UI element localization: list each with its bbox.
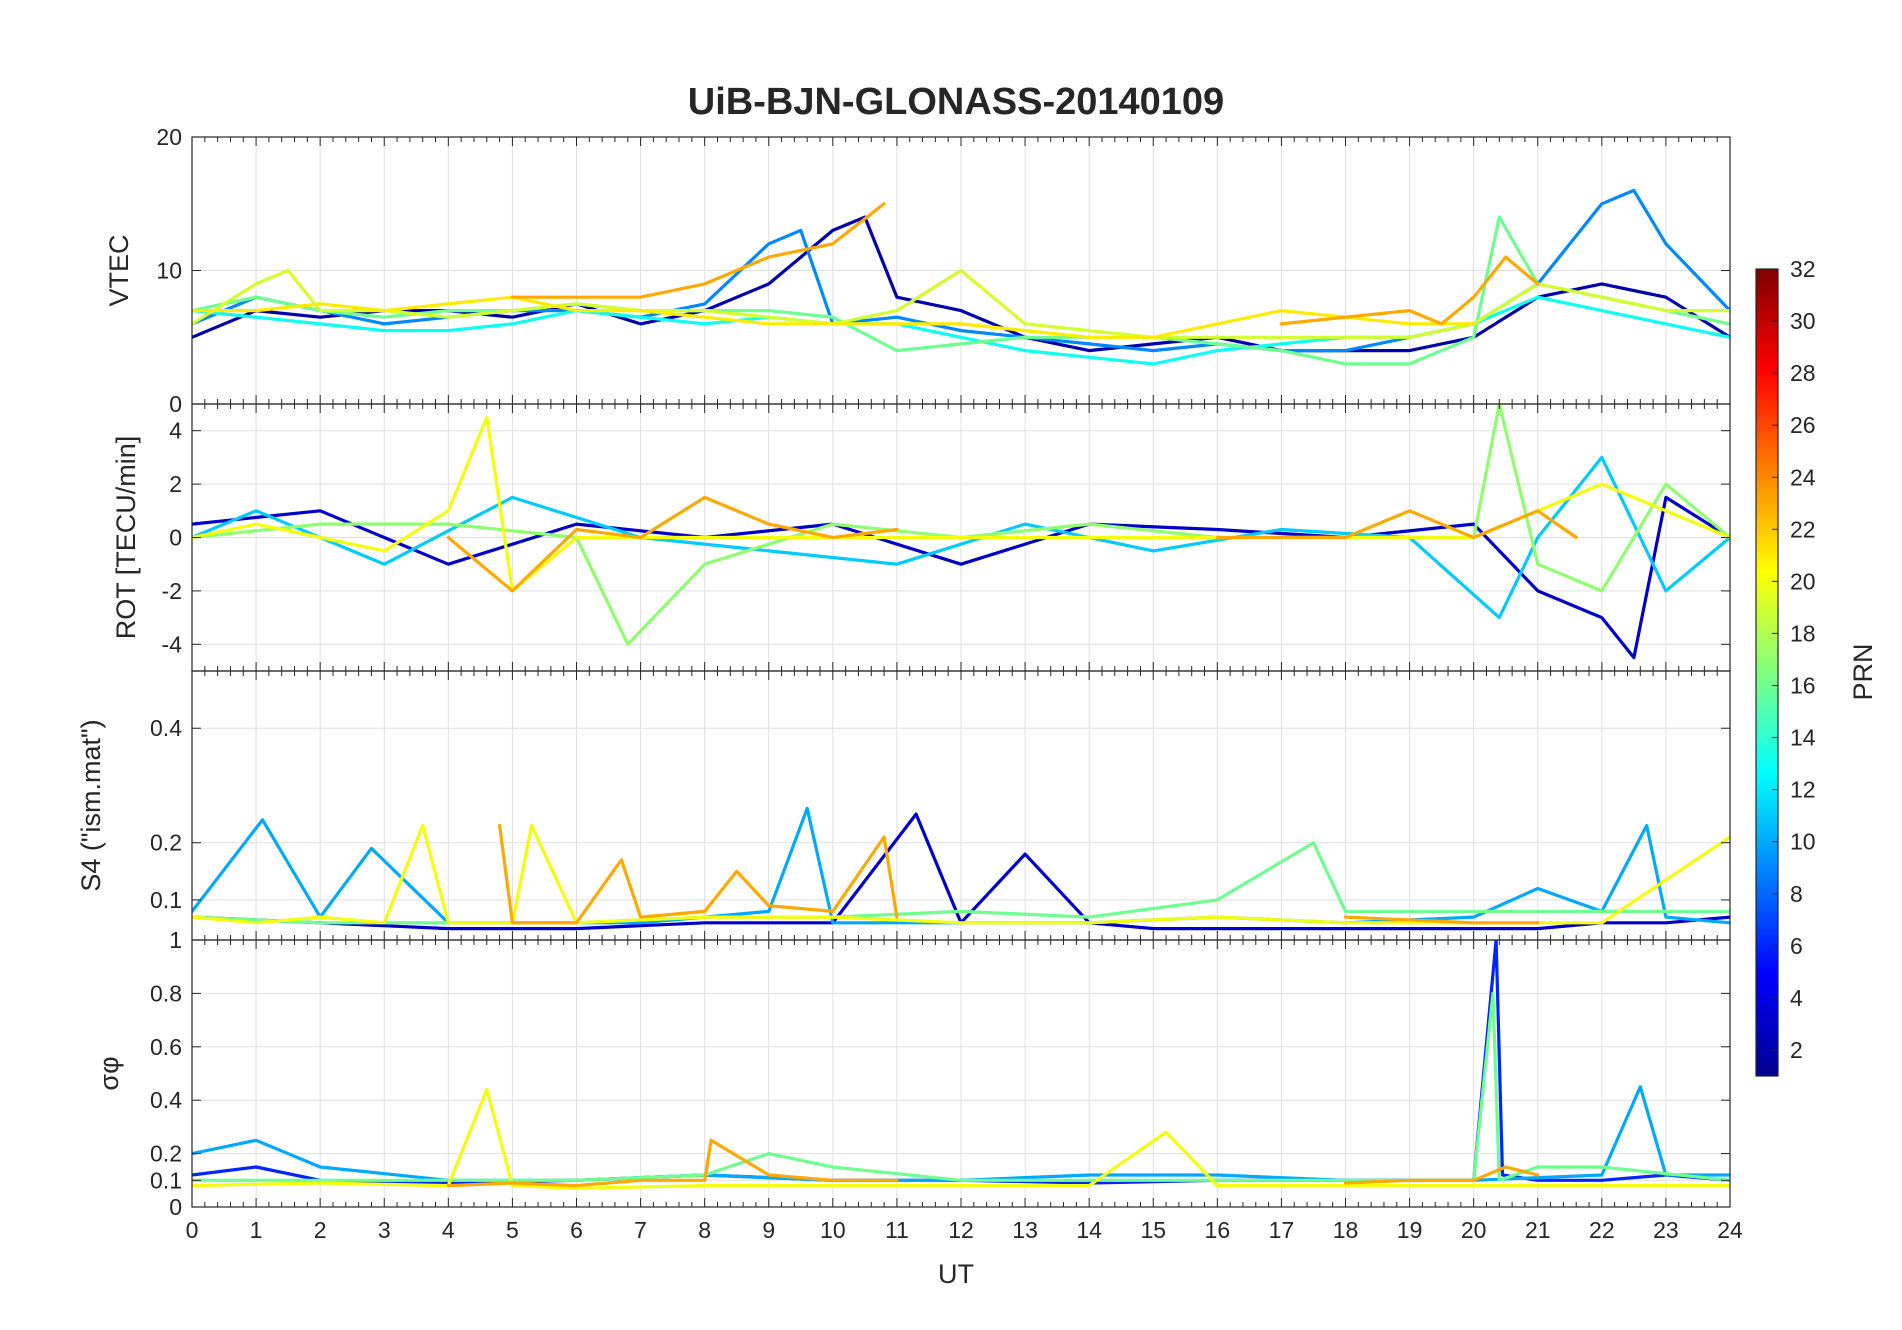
y-tick-label: 0.4 xyxy=(150,1087,182,1113)
series-prn-16 xyxy=(192,991,1730,1182)
y-tick-label: -4 xyxy=(162,631,183,657)
colorbar-tick-label: 14 xyxy=(1790,725,1816,751)
panel-3-series xyxy=(192,806,1730,931)
series-prn-20 xyxy=(192,415,1730,593)
x-tick-label: 8 xyxy=(698,1217,711,1243)
colorbar-frame xyxy=(1755,268,1779,1077)
y-tick-label: 0.2 xyxy=(150,1141,182,1167)
x-tick-label: 18 xyxy=(1333,1217,1359,1243)
series-prn-23 xyxy=(446,1138,1540,1188)
colorbar-tick-label: 16 xyxy=(1790,673,1816,699)
y-tick-label: 2 xyxy=(169,471,182,497)
colorbar-tick-label: 6 xyxy=(1790,933,1803,959)
colorbar-tick-label: 24 xyxy=(1790,464,1816,490)
series-prn-16 xyxy=(192,215,1730,366)
series-prn-21 xyxy=(192,295,1476,339)
colorbar-tick-label: 30 xyxy=(1790,308,1816,334)
y-axis-label: σφ xyxy=(94,1056,124,1090)
panel-4-series xyxy=(192,940,1730,1190)
x-tick-label: 24 xyxy=(1717,1217,1743,1243)
x-tick-label: 7 xyxy=(634,1217,647,1243)
x-tick-label: 3 xyxy=(378,1217,391,1243)
x-tick-label: 22 xyxy=(1589,1217,1615,1243)
panel-2: -4 -2 0 2 4 ROT [TECU/min] xyxy=(111,403,1731,672)
y-tick-label: 0 xyxy=(169,391,182,417)
y-tick-label: -2 xyxy=(162,578,182,604)
x-tick-label: 10 xyxy=(820,1217,846,1243)
y-tick-label: 0.8 xyxy=(150,980,182,1006)
colorbar-tick-label: 20 xyxy=(1790,568,1816,594)
y-tick-label: 20 xyxy=(156,124,182,150)
series-prn-20 xyxy=(192,1087,1730,1190)
colorbar-tick-label: 2 xyxy=(1790,1037,1803,1063)
colorbar-label: PRN xyxy=(1848,643,1878,700)
y-tick-label: 0.1 xyxy=(150,1167,182,1193)
panel-1: 0 10 20 VTEC xyxy=(104,124,1731,417)
series-prn-3 xyxy=(192,812,1730,931)
x-tick-label: 23 xyxy=(1653,1217,1679,1243)
x-tick-label: 19 xyxy=(1397,1217,1423,1243)
x-tick-label: 20 xyxy=(1461,1217,1487,1243)
x-tick-label: 11 xyxy=(885,1217,909,1243)
series-prn-23 xyxy=(498,823,1540,925)
chart-title: UiB-BJN-GLONASS-20140109 xyxy=(688,81,1224,123)
x-tick-label: 2 xyxy=(314,1217,327,1243)
colorbar-tick-label: 4 xyxy=(1790,985,1803,1011)
x-tick-label: 13 xyxy=(1012,1217,1038,1243)
series-prn-23 xyxy=(446,495,1578,593)
y-tick-label: 0 xyxy=(169,525,182,551)
series-prn-19 xyxy=(192,268,1730,339)
x-tick-label: 5 xyxy=(506,1217,519,1243)
y-tick-label: 1 xyxy=(169,927,182,953)
panel-2-series xyxy=(192,404,1730,660)
colorbar-tick-label: 12 xyxy=(1790,777,1816,803)
y-tick-label: 0.1 xyxy=(150,887,182,913)
colorbar-tick-label: 28 xyxy=(1790,360,1816,386)
x-tick-label: 14 xyxy=(1076,1217,1102,1243)
x-tick-label: 0 xyxy=(186,1217,199,1243)
series-prn-20 xyxy=(192,823,1730,925)
y-tick-label: 0.2 xyxy=(150,830,182,856)
panel-1-series xyxy=(192,188,1730,366)
x-tick-label: 12 xyxy=(948,1217,974,1243)
series-prn-23 xyxy=(510,202,1540,326)
x-tick-label: 21 xyxy=(1525,1217,1551,1243)
y-tick-label: 10 xyxy=(156,258,182,284)
panel-4: 00.10.2 0.4 0.6 0.8 1 σφ xyxy=(94,927,1731,1220)
y-axis-label: ROT [TECU/min] xyxy=(111,436,141,640)
x-tick-label: 16 xyxy=(1205,1217,1231,1243)
colorbar-tick-label: 22 xyxy=(1790,516,1816,542)
x-tick-label: 6 xyxy=(570,1217,583,1243)
y-tick-label: 0.4 xyxy=(150,715,182,741)
x-tick-label: 4 xyxy=(442,1217,455,1243)
y-axis-label: VTEC xyxy=(104,234,134,306)
x-tick-label: 17 xyxy=(1269,1217,1295,1243)
x-axis-label: UT xyxy=(938,1259,974,1289)
y-tick-label: 0 xyxy=(169,1194,182,1220)
x-tick-label: 1 xyxy=(250,1217,263,1243)
x-tick-label: 9 xyxy=(762,1217,775,1243)
colorbar-tick-label: 10 xyxy=(1790,829,1816,855)
colorbar-tick-label: 18 xyxy=(1790,620,1816,646)
y-tick-label: 4 xyxy=(169,418,182,444)
series-prn-17 xyxy=(192,404,1730,646)
colorbar-tick-label: 26 xyxy=(1790,412,1816,438)
colorbar-tick-label: 32 xyxy=(1790,256,1816,282)
panel-3: 0.1 0.2 0.4 S4 ("ism.mat") xyxy=(76,670,1731,941)
colorbar-gradient xyxy=(1756,269,1778,1076)
series-prn-10 xyxy=(192,806,1730,925)
series-prn-3 xyxy=(192,495,1730,660)
x-tick-label: 15 xyxy=(1140,1217,1166,1243)
y-tick-label: 0.6 xyxy=(150,1034,182,1060)
y-axis-label: S4 ("ism.mat") xyxy=(76,719,106,891)
series-prn-10 xyxy=(192,1085,1730,1182)
colorbar-tick-label: 8 xyxy=(1790,881,1803,907)
